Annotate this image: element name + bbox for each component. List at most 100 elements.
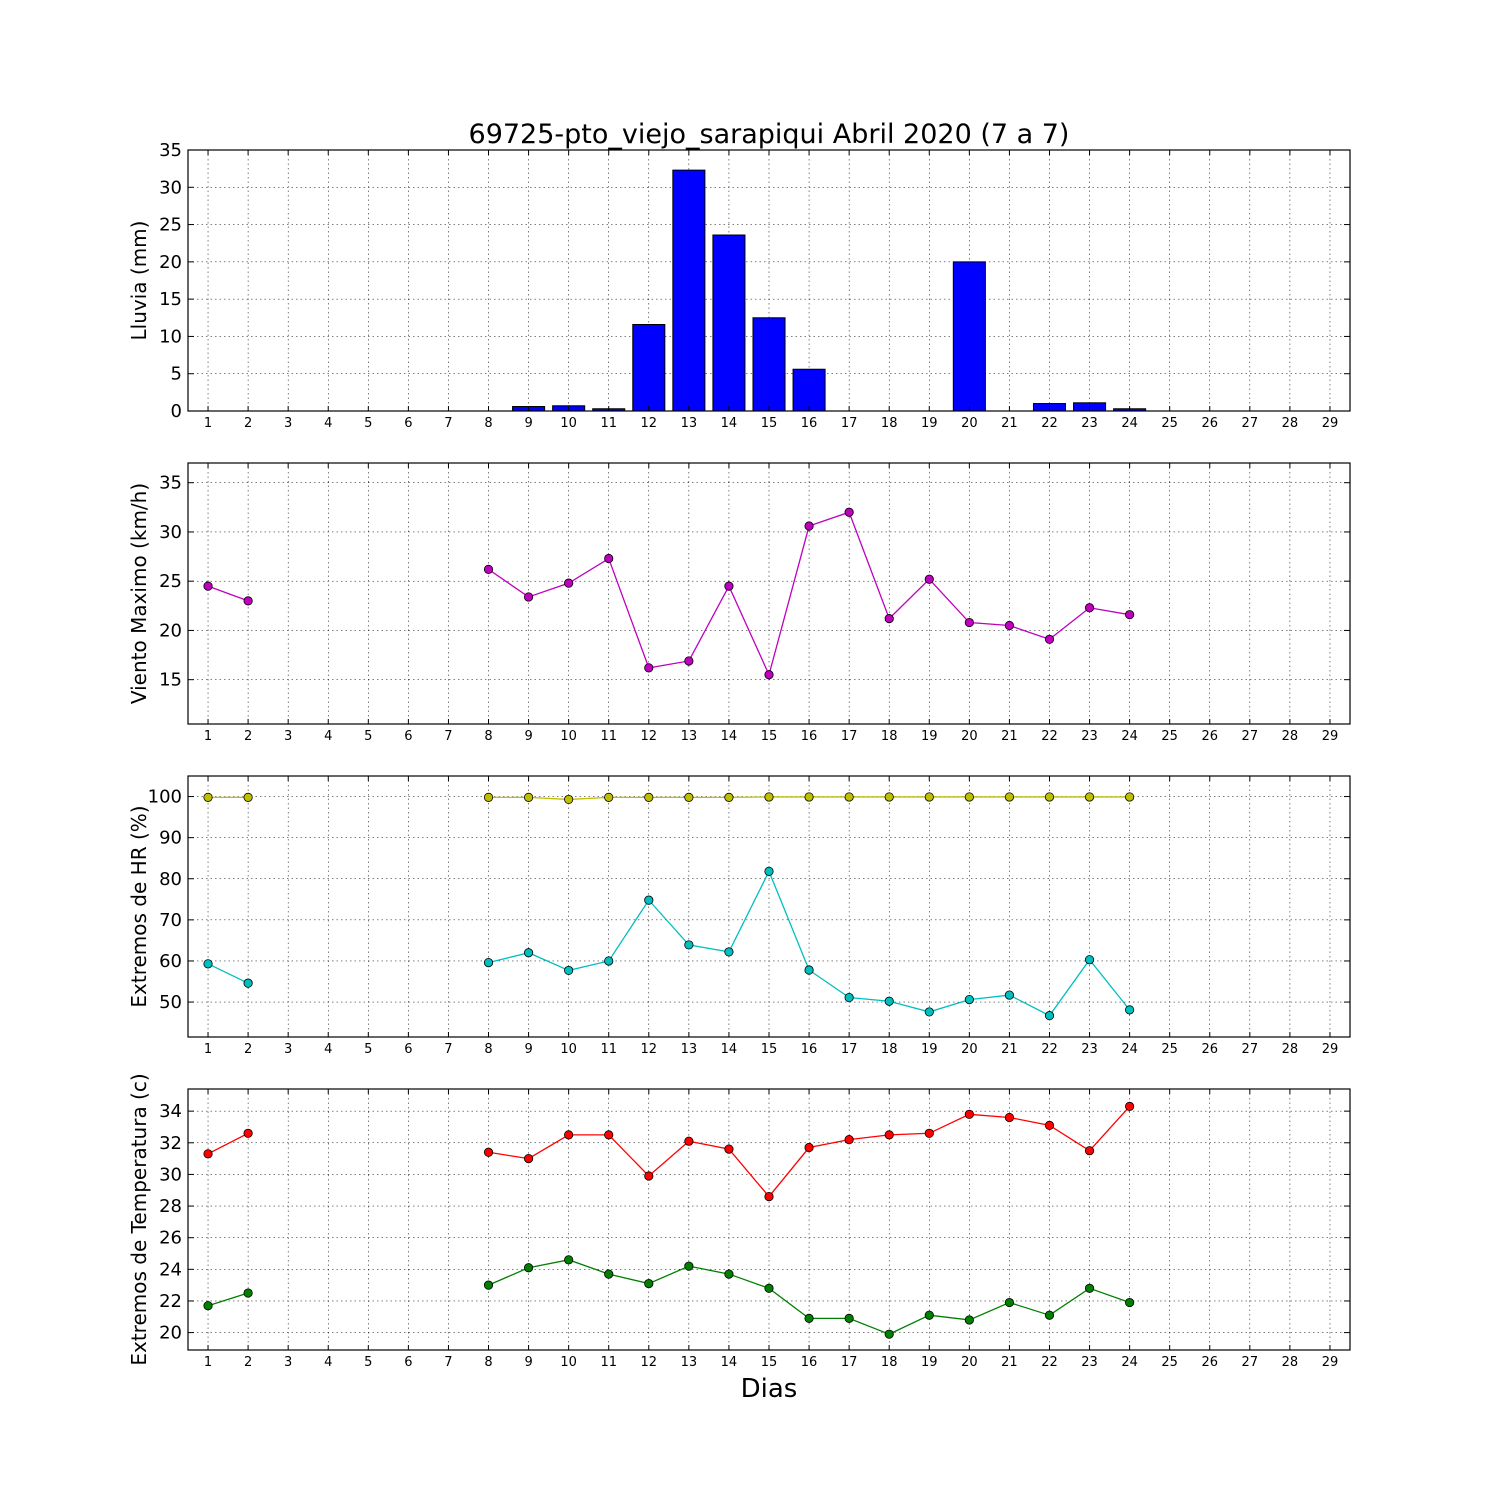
x-tick-label: 13 xyxy=(681,729,698,744)
x-tick-label: 13 xyxy=(681,1355,698,1370)
x-tick-label: 4 xyxy=(324,729,332,744)
bar xyxy=(632,323,666,412)
data-point xyxy=(1004,792,1015,802)
data-point xyxy=(884,1329,894,1339)
data-point xyxy=(523,792,534,802)
x-tick-label: 1 xyxy=(204,416,212,431)
x-tick-label: 2 xyxy=(244,1042,252,1057)
x-tick-label: 13 xyxy=(681,416,698,431)
x-tick-label: 29 xyxy=(1322,1355,1339,1370)
data-point xyxy=(604,956,614,966)
x-tick-label: 8 xyxy=(484,1042,492,1057)
x-tick-label: 25 xyxy=(1161,1355,1178,1370)
x-tick-label: 25 xyxy=(1161,729,1178,744)
series-line xyxy=(207,585,249,602)
data-point xyxy=(1125,610,1135,620)
y-tick-label: 100 xyxy=(148,787,182,808)
y-tick-label: 35 xyxy=(159,140,182,161)
x-tick-label: 22 xyxy=(1041,1042,1058,1057)
y-tick-label: 34 xyxy=(159,1101,182,1122)
x-tick-label: 26 xyxy=(1201,729,1218,744)
y-tick-label: 70 xyxy=(159,910,182,931)
data-point xyxy=(1084,955,1095,965)
data-point xyxy=(644,1171,654,1181)
data-point xyxy=(203,792,213,802)
y-tick-label: 90 xyxy=(159,828,182,849)
x-tick-label: 12 xyxy=(641,729,658,744)
data-point xyxy=(1004,1112,1015,1123)
x-tick-label: 26 xyxy=(1201,1355,1218,1370)
x-tick-label: 16 xyxy=(801,1355,818,1370)
x-tick-label: 7 xyxy=(444,1355,452,1370)
y-tick-label: 15 xyxy=(159,289,182,310)
data-point xyxy=(964,1315,974,1325)
data-point xyxy=(1125,1297,1135,1308)
x-tick-label: 18 xyxy=(881,729,898,744)
data-point xyxy=(1084,1146,1095,1156)
x-tick-label: 20 xyxy=(961,729,978,744)
y-tick-label: 30 xyxy=(159,177,182,198)
bar xyxy=(792,368,826,412)
data-point xyxy=(604,792,614,802)
x-tick-label: 5 xyxy=(364,1042,372,1057)
data-point xyxy=(804,965,814,975)
x-tick-label: 28 xyxy=(1282,729,1299,744)
x-tick-label: 1 xyxy=(204,1355,212,1370)
panel-2: 1 2 3 4 5 6 7 8 9 10 11 12 13 14 15 16 17 18 19 20 21 22 23 24 2… xyxy=(127,462,1351,744)
data-point xyxy=(1044,1120,1055,1130)
x-tick-label: 4 xyxy=(324,1042,332,1057)
x-tick-label: 12 xyxy=(641,1042,658,1057)
x-tick-label: 22 xyxy=(1041,416,1058,431)
x-tick-label: 21 xyxy=(1001,1042,1018,1057)
data-point xyxy=(203,1301,213,1311)
x-tick-label: 5 xyxy=(364,416,372,431)
x-tick-label: 17 xyxy=(841,416,858,431)
data-point xyxy=(1044,792,1055,802)
data-point xyxy=(804,792,814,802)
data-point xyxy=(884,792,894,802)
y-tick-label: 28 xyxy=(159,1196,182,1217)
x-tick-label: 6 xyxy=(404,1355,412,1370)
x-tick-label: 1 xyxy=(204,729,212,744)
data-point xyxy=(243,596,253,606)
panel-1: 1 2 3 4 5 6 7 8 9 10 11 12 13 14 15 16 17 18 19 20 21 22 23 24 2… xyxy=(127,140,1351,431)
data-point xyxy=(684,1261,694,1271)
x-tick-label: 2 xyxy=(244,416,252,431)
x-tick-label: 16 xyxy=(801,729,818,744)
y-tick-label: 30 xyxy=(159,522,182,543)
data-point xyxy=(644,663,654,673)
data-point xyxy=(203,1149,213,1159)
y-axis-label: Extremos de HR (%) xyxy=(127,805,151,1007)
x-tick-label: 25 xyxy=(1161,416,1178,431)
x-tick-label: 17 xyxy=(841,1355,858,1370)
x-tick-label: 27 xyxy=(1242,729,1259,744)
x-tick-label: 3 xyxy=(284,729,292,744)
data-point xyxy=(483,792,494,802)
y-tick-label: 22 xyxy=(159,1291,182,1312)
data-point xyxy=(604,553,614,564)
x-tick-label: 16 xyxy=(801,1042,818,1057)
x-tick-label: 28 xyxy=(1282,1355,1299,1370)
x-tick-label: 28 xyxy=(1282,1042,1299,1057)
data-point xyxy=(1044,634,1055,644)
x-tick-label: 23 xyxy=(1081,416,1098,431)
data-point xyxy=(924,1007,934,1017)
y-tick-label: 20 xyxy=(159,620,182,641)
data-point xyxy=(604,1269,614,1279)
data-point xyxy=(203,581,213,591)
bar xyxy=(672,169,706,412)
x-tick-label: 11 xyxy=(600,729,617,744)
x-tick-label: 27 xyxy=(1242,1355,1259,1370)
panel-4: 1 2 3 4 5 6 7 8 9 10 11 12 13 14 15 16 17 18 19 20 21 22 23 24 2… xyxy=(127,1073,1351,1370)
data-point xyxy=(483,564,494,574)
x-tick-label: 24 xyxy=(1121,1355,1138,1370)
x-tick-label: 11 xyxy=(600,1355,617,1370)
data-point xyxy=(924,1128,934,1138)
data-point xyxy=(804,1142,814,1153)
y-tick-label: 24 xyxy=(159,1259,182,1280)
y-tick-label: 60 xyxy=(159,951,182,972)
y-tick-label: 20 xyxy=(159,1323,182,1344)
data-point xyxy=(203,959,213,969)
data-point xyxy=(1044,1011,1055,1021)
